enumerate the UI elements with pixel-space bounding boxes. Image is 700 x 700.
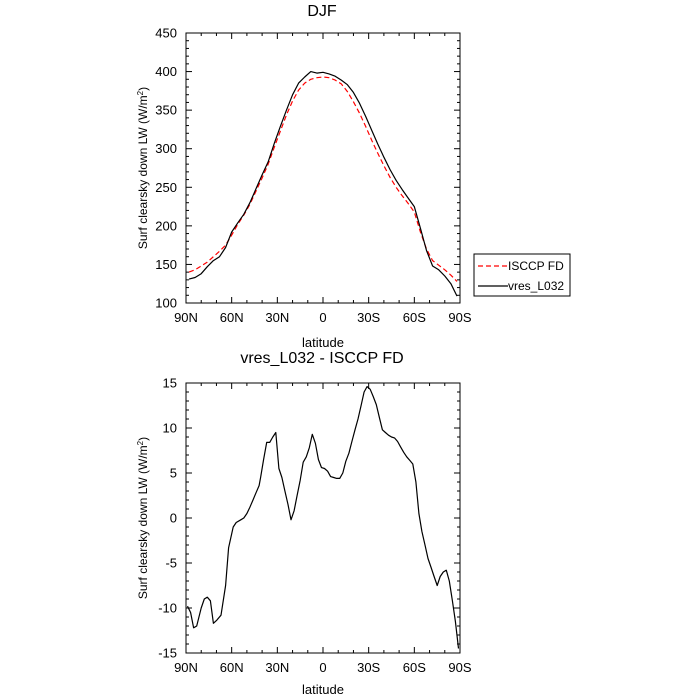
bottom-plot-frame <box>185 382 461 654</box>
top-y-axis-label-main: Surf clearsky down LW (W/m <box>136 95 150 249</box>
top-y-axis-label-sup: 2 <box>136 90 145 95</box>
legend-label-isccp-fd: ISCCP FD <box>508 259 564 273</box>
top-x-tick-label: 30N <box>265 310 289 325</box>
bottom-x-tick-label: 90N <box>174 660 198 675</box>
bottom-y-tick-label: 0 <box>170 511 177 526</box>
bottom-axis-ticks: 90N 60N 30N 0 30S 60S 90S -15 -10 -5 0 5 10 15 <box>158 376 472 676</box>
bottom-x-tick-label: 60N <box>220 660 244 675</box>
bottom-x-axis-label: latitude <box>302 682 344 697</box>
top-series-lines <box>188 70 458 297</box>
bottom-y-axis-label-tail: ) <box>136 437 150 441</box>
top-x-tick-label: 90S <box>448 310 471 325</box>
top-x-tick-label: 0 <box>319 310 326 325</box>
top-y-tick-label: 250 <box>155 180 177 195</box>
bottom-y-tick-label: -10 <box>158 601 177 616</box>
top-x-tick-label: 60S <box>403 310 426 325</box>
bottom-y-tick-label: -15 <box>158 646 177 661</box>
top-y-axis-label: Surf clearsky down LW (W/m2) <box>136 87 151 249</box>
top-series-line-vres-l032 <box>188 70 458 297</box>
bottom-y-tick-label: 5 <box>170 466 177 481</box>
top-axis-ticks: 90N 60N 30N 0 30S 60S 90S 100 150 200 250 300 350 400… <box>155 26 472 326</box>
top-y-tick-label: 350 <box>155 103 177 118</box>
bottom-chart-title: vres_L032 - ISCCP FD <box>240 350 403 367</box>
top-x-tick-label: 60N <box>220 310 244 325</box>
top-x-tick-label: 30S <box>357 310 380 325</box>
bottom-y-axis-label: Surf clearsky down LW (W/m2) <box>136 437 151 599</box>
bottom-x-tick-label: 30N <box>265 660 289 675</box>
legend-box <box>473 253 571 297</box>
bottom-y-tick-label: 10 <box>163 421 177 436</box>
bottom-panel: vres_L032 - ISCCP FD 90N 60N 30N 0 30S 60S 90S… <box>136 350 472 697</box>
bottom-y-tick-label: -5 <box>165 556 177 571</box>
bottom-x-tick-label: 0 <box>319 660 326 675</box>
top-series-line-isccp-fd <box>188 76 458 282</box>
bottom-series-lines <box>186 386 460 649</box>
legend-label-vres-l032: vres_L032 <box>508 279 564 293</box>
bottom-x-tick-label: 90S <box>448 660 471 675</box>
top-chart-title: DJF <box>307 3 337 20</box>
top-y-tick-label: 150 <box>155 257 177 272</box>
top-x-axis-label: latitude <box>302 335 344 350</box>
top-y-axis-label-tail: ) <box>136 87 150 91</box>
top-y-tick-label: 450 <box>155 26 177 41</box>
bottom-y-axis-label-main: Surf clearsky down LW (W/m <box>136 445 150 599</box>
bottom-plot-area: 90N 60N 30N 0 30S 60S 90S -15 -10 -5 0 5 10 15 <box>158 376 472 676</box>
top-y-tick-label: 400 <box>155 64 177 79</box>
top-plot-frame <box>185 32 461 304</box>
bottom-x-tick-label: 60S <box>403 660 426 675</box>
bottom-y-tick-label: 15 <box>163 376 177 391</box>
bottom-series-line-difference <box>186 386 460 649</box>
top-panel: DJF 90N 60N 30N 0 30S 60S 90S 100 150 200 250 300 35… <box>136 3 571 350</box>
bottom-y-axis-label-sup: 2 <box>136 440 145 445</box>
bottom-x-tick-label: 30S <box>357 660 380 675</box>
legend: ISCCP FD vres_L032 <box>473 253 571 297</box>
top-plot-area: 90N 60N 30N 0 30S 60S 90S 100 150 200 250 300 350 400… <box>155 26 472 326</box>
top-y-tick-label: 200 <box>155 218 177 233</box>
top-y-tick-label: 100 <box>155 296 177 311</box>
top-x-tick-label: 90N <box>174 310 198 325</box>
top-y-tick-label: 300 <box>155 141 177 156</box>
